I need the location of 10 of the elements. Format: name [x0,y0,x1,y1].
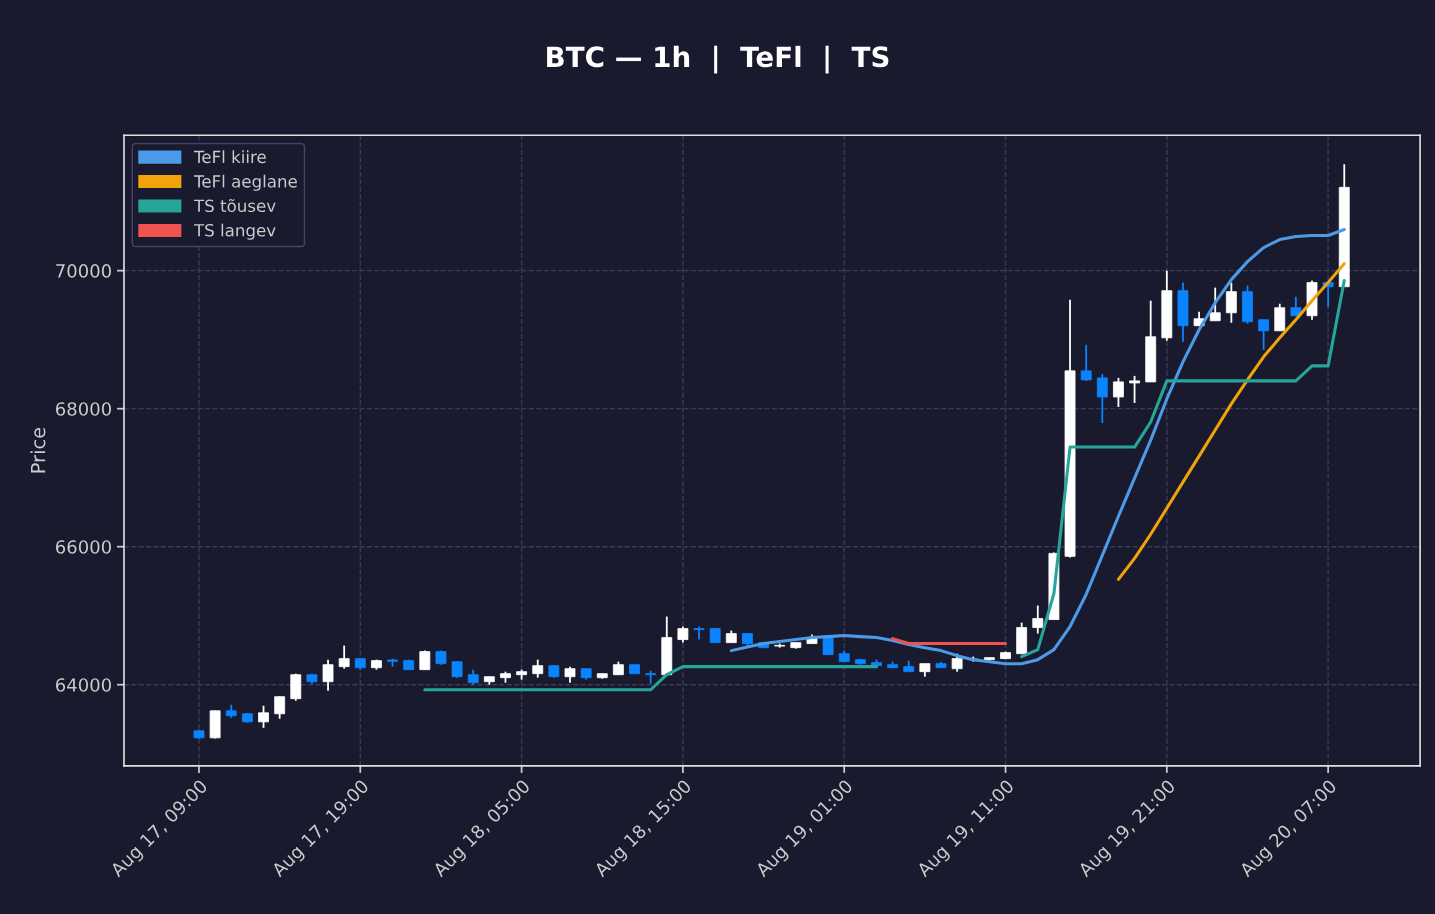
legend-label: TeFl aeglane [193,174,297,191]
y-tick-label: 68000 [56,402,111,416]
legend-label: TeFl kiire [193,150,266,164]
legend-label: TS langev [193,223,276,240]
legend-label: TS tõusev [193,198,276,213]
y-tick-label: 66000 [56,540,111,554]
y-tick-label: 70000 [56,264,111,278]
y-tick-label: 64000 [56,678,111,692]
chart-title: BTC — 1h | TeFl | TS [547,45,889,74]
y-axis-title: Price [30,427,46,473]
